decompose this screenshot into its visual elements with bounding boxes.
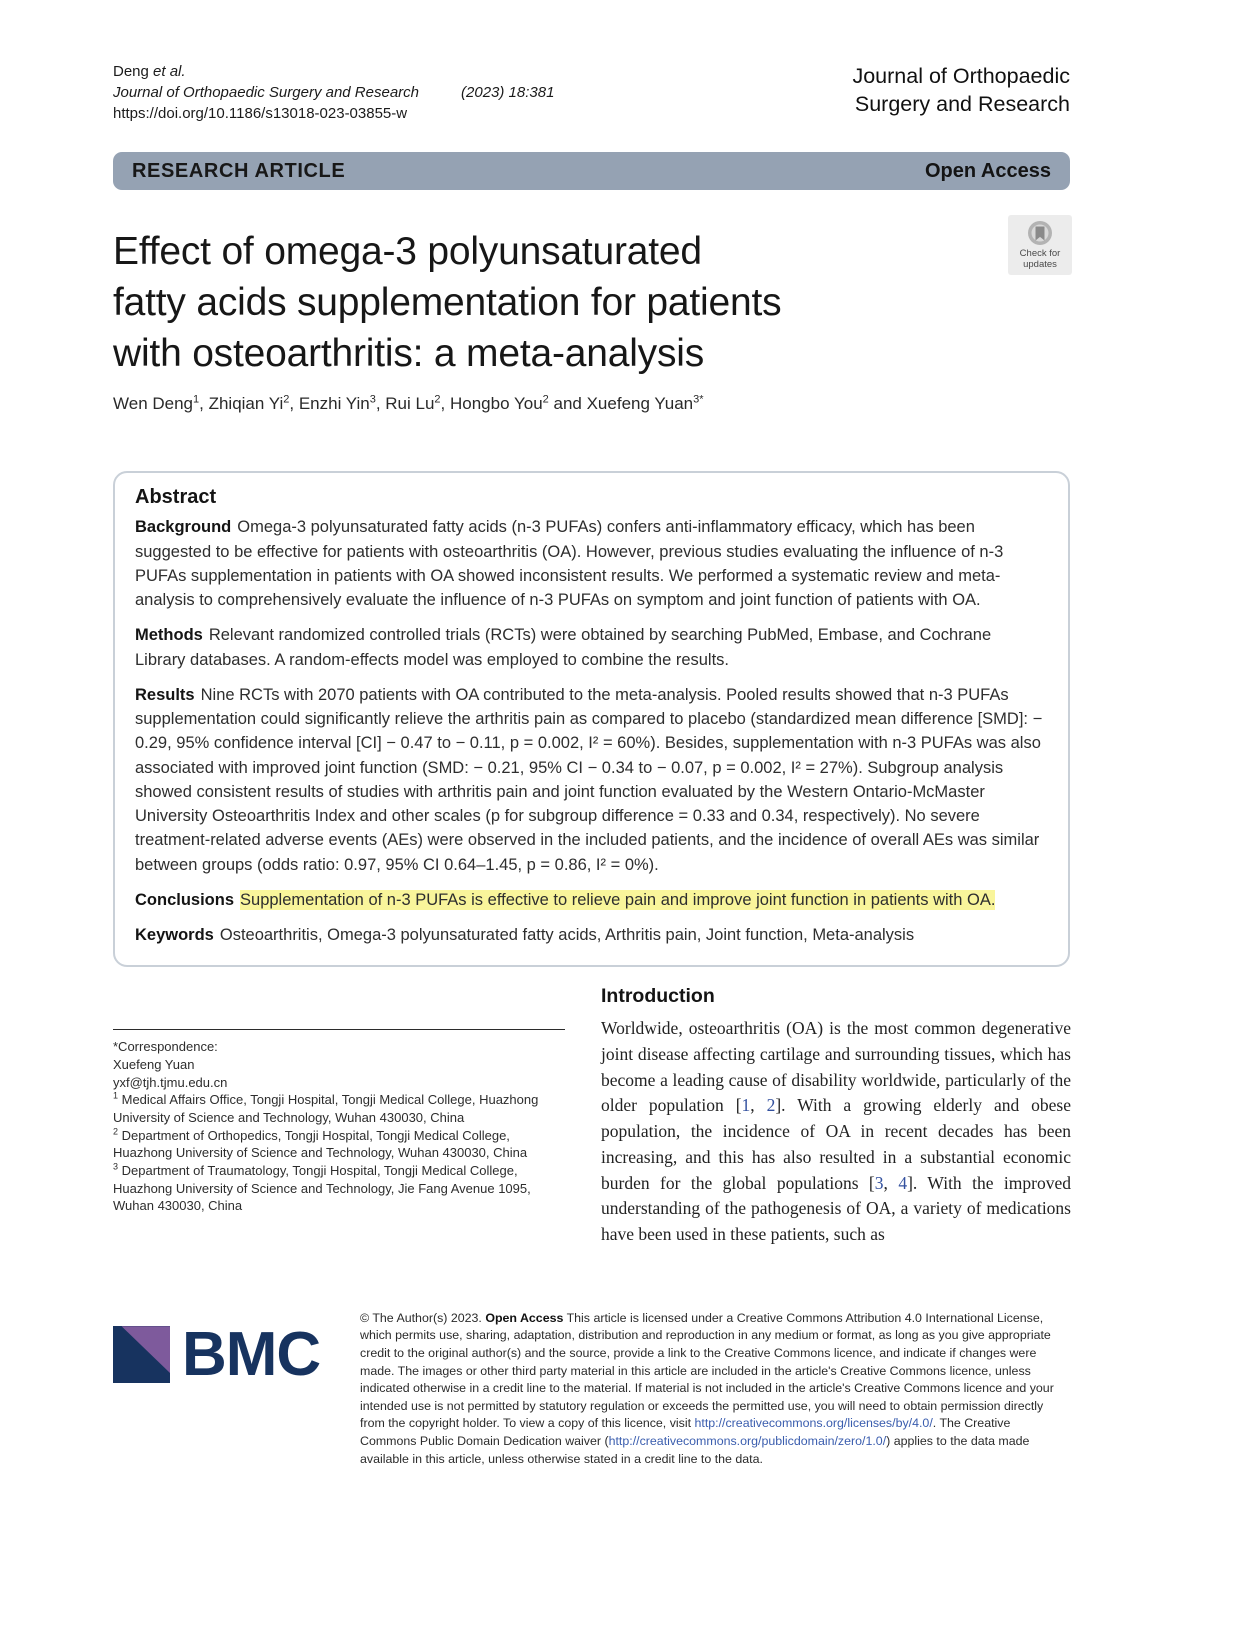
page-header: Deng et al. Journal of Orthopaedic Surge…	[113, 62, 1070, 125]
citation-ref[interactable]: 1	[741, 1095, 751, 1116]
bmc-logo: BMC	[113, 1319, 360, 1389]
citation-journal-issue: Journal of Orthopaedic Surgery and Resea…	[113, 83, 555, 101]
methods-label: Methods	[135, 626, 203, 645]
two-column-section: *Correspondence: Xuefeng Yuan yxf@tjh.tj…	[113, 983, 1071, 1247]
bmc-logo-text: BMC	[182, 1319, 321, 1389]
check-for-updates-icon	[1027, 220, 1053, 246]
correspondence-column: *Correspondence: Xuefeng Yuan yxf@tjh.tj…	[113, 983, 565, 1247]
correspondence-label: *Correspondence:	[113, 1039, 218, 1055]
affiliation-2: 2 Department of Orthopedics, Tongji Hosp…	[113, 1126, 528, 1161]
abstract-results: Results Nine RCTs with 2070 patients with…	[135, 685, 1043, 874]
check-for-updates-badge[interactable]: Check for updates	[1008, 215, 1072, 275]
journal-name-line1: Journal of Orthopaedic	[852, 64, 1070, 88]
authors-line: Wen Deng1, Zhiqian Yi2, Enzhi Yin3, Rui …	[113, 393, 704, 414]
results-label: Results	[135, 685, 195, 704]
license-link[interactable]: http://creativecommons.org/publicdomain/…	[608, 1434, 887, 1449]
conclusions-label: Conclusions	[135, 890, 235, 909]
article-title-line2: fatty acids supplementation for patients	[113, 281, 782, 325]
correspondence-name: Xuefeng Yuan	[113, 1056, 195, 1072]
license-text: © The Author(s) 2023. Open Access This a…	[360, 1310, 1054, 1466]
introduction-heading: Introduction	[601, 985, 715, 1008]
article-title-line3: with osteoarthritis: a meta-analysis	[113, 332, 705, 376]
open-access-label: Open Access	[925, 159, 1051, 182]
article-title: Effect of omega-3 polyunsaturated fatty …	[113, 226, 1070, 379]
article-type-label: RESEARCH ARTICLE	[132, 159, 346, 182]
affiliation-1: 1 Medical Affairs Office, Tongji Hospita…	[113, 1090, 539, 1125]
highlighted-conclusion: Supplementation of n-3 PUFAs is effectiv…	[240, 889, 996, 910]
citation-authors: Deng et al.	[113, 63, 186, 80]
citation-ref[interactable]: 4	[898, 1172, 908, 1193]
keywords-label: Keywords	[135, 926, 214, 945]
correspondence-email[interactable]: yxf@tjh.tjmu.edu.cn	[113, 1074, 228, 1090]
article-type-banner: RESEARCH ARTICLE Open Access	[113, 152, 1070, 191]
bmc-logo-icon	[113, 1326, 170, 1384]
page-footer: BMC © The Author(s) 2023. Open Access Th…	[113, 1310, 1070, 1468]
citation-ref[interactable]: 3	[874, 1172, 884, 1193]
abstract-methods: Methods Relevant randomized controlled tr…	[135, 626, 992, 669]
citation-ref[interactable]: 2	[766, 1095, 776, 1116]
abstract-heading: Abstract	[135, 486, 217, 509]
introduction-paragraph: Worldwide, osteoarthritis (OA) is the mo…	[601, 1018, 1071, 1245]
article-title-line1: Effect of omega-3 polyunsaturated	[113, 230, 702, 274]
abstract-box: Abstract Background Omega-3 polyunsaturat…	[113, 471, 1070, 968]
introduction-column: Introduction Worldwide, osteoarthritis (…	[601, 983, 1071, 1247]
abstract-background: Background Omega-3 polyunsaturated fatty …	[135, 518, 1004, 610]
journal-name-line2: Surgery and Research	[854, 92, 1070, 117]
journal-name: Journal of Orthopaedic Surgery and Resea…	[852, 62, 1070, 119]
abstract-keywords: Keywords Osteoarthritis, Omega-3 polyunsa…	[135, 926, 915, 945]
abstract-conclusions: Conclusions Supplementation of n-3 PUFAs …	[135, 888, 1046, 912]
doi-link[interactable]: https://doi.org/10.1186/s13018-023-03855…	[113, 105, 408, 123]
affiliation-3: 3 Department of Traumatology, Tongji Hos…	[113, 1161, 531, 1214]
citation-block: Deng et al. Journal of Orthopaedic Surge…	[113, 62, 554, 125]
correspondence-divider	[113, 1029, 565, 1031]
check-for-updates-label: Check for updates	[1019, 248, 1061, 271]
background-label: Background	[135, 518, 232, 537]
license-link[interactable]: http://creativecommons.org/licenses/by/4…	[694, 1416, 933, 1431]
